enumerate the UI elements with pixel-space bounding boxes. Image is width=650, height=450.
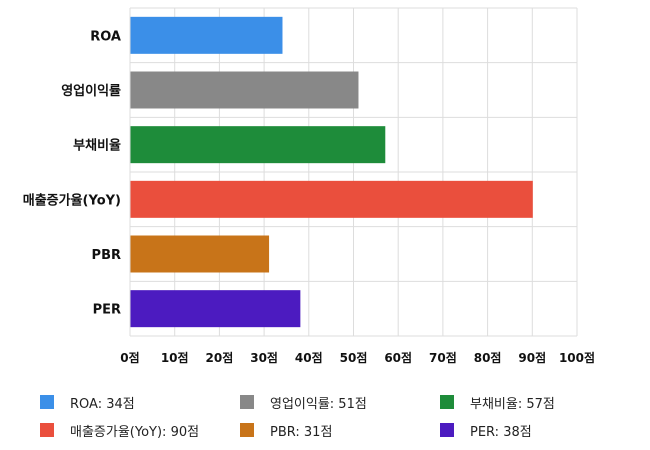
x-tick-label: 100점: [559, 350, 595, 365]
legend-item-roa[interactable]: ROA: 34점: [40, 393, 240, 412]
x-tick-label: 10점: [161, 350, 189, 365]
x-tick-label: 70점: [429, 350, 457, 365]
legend-item-pbr[interactable]: PBR: 31점: [240, 421, 440, 440]
legend-swatch: [440, 423, 454, 437]
legend-swatch: [240, 423, 254, 437]
category-label: 부채비율: [73, 138, 121, 154]
bar-2: [130, 126, 386, 164]
legend-swatch: [40, 423, 54, 437]
bar-4: [130, 235, 270, 273]
x-tick-label: 40점: [295, 350, 323, 365]
bar-3: [130, 180, 533, 218]
legend-swatch: [440, 395, 454, 409]
x-tick-label: 80점: [474, 350, 502, 365]
category-label: 영업이익률: [61, 83, 121, 99]
x-tick-labels: 0점 10점 20점 30점 40점 50점 60점 70점 80점 90점 100점: [120, 350, 595, 365]
legend-row: ROA: 34점 영업이익률: 51점 부채비율: 57점: [40, 388, 640, 416]
legend-label: PBR: 31점: [270, 424, 333, 440]
legend-swatch: [240, 395, 254, 409]
legend-item-debt-ratio[interactable]: 부채비율: 57점: [440, 393, 640, 412]
bars: [130, 16, 533, 328]
legend-swatch: [40, 395, 54, 409]
legend-item-revenue-growth[interactable]: 매출증가율(YoY): 90점: [40, 421, 240, 440]
x-tick-label: 60점: [384, 350, 412, 365]
x-tick-label: 20점: [206, 350, 234, 365]
category-label: PER: [93, 303, 121, 318]
bar-0: [130, 16, 283, 54]
grid-lines: [129, 7, 578, 337]
x-tick-label: 0점: [120, 350, 139, 365]
legend-item-per[interactable]: PER: 38점: [440, 421, 640, 440]
x-tick-label: 90점: [518, 350, 546, 365]
legend-label: ROA: 34점: [70, 396, 135, 412]
legend-label: 부채비율: 57점: [470, 396, 555, 412]
category-label: ROA: [90, 29, 121, 44]
x-tick-label: 30점: [250, 350, 278, 365]
x-tick-label: 50점: [340, 350, 368, 365]
category-label: 매출증가율(YoY): [23, 192, 121, 208]
bar-1: [130, 71, 359, 109]
category-label: PBR: [92, 248, 121, 263]
legend-label: 영업이익률: 51점: [270, 396, 367, 412]
legend-row: 매출증가율(YoY): 90점 PBR: 31점 PER: 38점: [40, 416, 640, 444]
legend-label: PER: 38점: [470, 424, 532, 440]
legend-item-operating-margin[interactable]: 영업이익률: 51점: [240, 393, 440, 412]
legend: ROA: 34점 영업이익률: 51점 부채비율: 57점 매출증가율(YoY)…: [40, 388, 640, 444]
bar-5: [130, 290, 301, 328]
legend-label: 매출증가율(YoY): 90점: [70, 424, 200, 440]
